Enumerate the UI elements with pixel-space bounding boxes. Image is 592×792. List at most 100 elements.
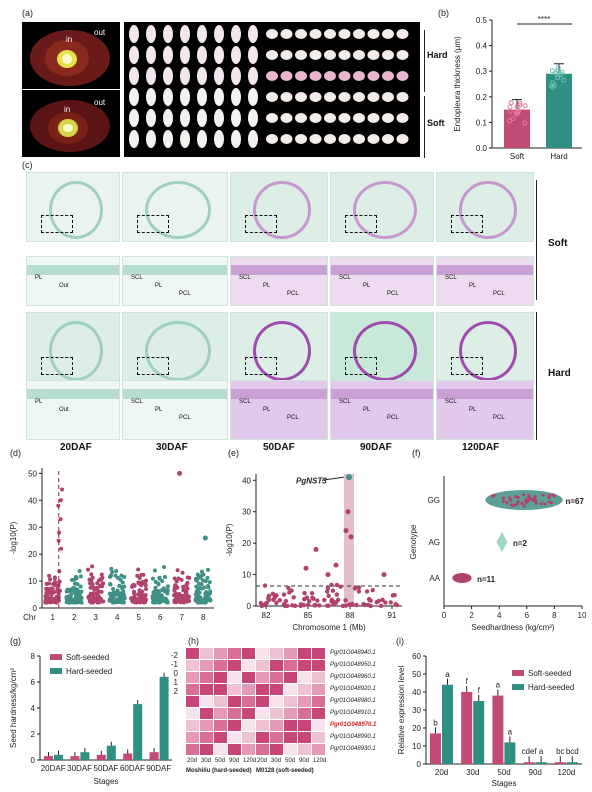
- seed: [367, 29, 380, 39]
- heatmap-cell: [284, 708, 297, 719]
- seed: [367, 113, 380, 123]
- snp-point: [154, 598, 159, 603]
- x-tick-label: 30d: [466, 768, 479, 777]
- tissue-annotation: Out: [59, 407, 69, 413]
- seed: [382, 92, 394, 102]
- data-point: [522, 120, 528, 126]
- micrograph-zoom: PL Out: [26, 256, 120, 306]
- snp-point: [334, 592, 340, 597]
- heatmap-cell: [214, 648, 227, 659]
- tissue-annotation: PCL: [179, 291, 191, 297]
- tissue-annotation: PL: [469, 283, 477, 289]
- bar-soft-seeded: [70, 756, 80, 760]
- heatmap-cell: [200, 672, 213, 683]
- panel-label-e: (e): [228, 448, 239, 458]
- snp-point: [312, 603, 317, 608]
- heatmap-cell: [214, 696, 227, 707]
- snp-point: [281, 602, 287, 607]
- heatmap-cell: [298, 696, 311, 707]
- stage-label-50daf: 50DAF: [263, 442, 295, 453]
- heatmap-cell: [242, 696, 255, 707]
- count-label: n=11: [477, 575, 496, 584]
- heatmap-cell: [298, 720, 311, 731]
- tissue-annotation: PCL: [493, 415, 505, 421]
- tissue-annotation: PL: [155, 283, 163, 289]
- chromosome-label: 2: [72, 613, 77, 622]
- column-label: 90d: [299, 758, 310, 764]
- snp-point: [152, 568, 157, 573]
- data-point: [508, 497, 512, 501]
- x-tick-label: 50d: [497, 768, 510, 777]
- snp-point: [185, 596, 190, 601]
- snp-point: [116, 599, 121, 604]
- heatmap-cell: [256, 708, 269, 719]
- seed: [129, 46, 139, 64]
- y-tick-label: 4: [31, 704, 36, 713]
- data-point: [548, 83, 554, 89]
- snp-point: [121, 589, 126, 594]
- data-point: [541, 493, 545, 497]
- seed: [280, 71, 293, 81]
- seed: [231, 130, 241, 148]
- column-label: 120d: [313, 758, 327, 764]
- snp-point: [165, 584, 170, 589]
- data-point: [516, 495, 520, 500]
- seed: [280, 92, 293, 102]
- bar-hard-seeded: [159, 676, 169, 760]
- significance-letter: a: [445, 670, 450, 679]
- chromosome-label: 1: [51, 613, 56, 622]
- heatmap-cell: [214, 720, 227, 731]
- snp-point: [77, 591, 82, 596]
- heatmap-cell: [284, 648, 297, 659]
- bar-soft-seeded: [461, 692, 473, 764]
- data-point: [506, 118, 512, 124]
- seed: [146, 88, 156, 106]
- snp-point: [136, 567, 141, 572]
- seed-ring: [49, 321, 103, 381]
- snp-point: [383, 600, 388, 605]
- seed: [295, 71, 307, 81]
- colorbar-tick: -2: [171, 651, 179, 660]
- tissue-annotation: PCL: [493, 291, 505, 297]
- seed: [309, 92, 322, 102]
- bar-hard-seeded: [54, 754, 63, 760]
- seed: [309, 134, 322, 144]
- snp-point: [99, 572, 104, 577]
- locus-zoom-plot: 0 10 20 30 40 82 85 88 91 -log10(P) Chromosome 1 (…: [225, 474, 402, 632]
- heatmap-cell: [242, 660, 255, 671]
- snp-point: [90, 575, 95, 580]
- snp-point: [101, 581, 106, 586]
- y-tick-label: 0.3: [476, 67, 488, 76]
- micrograph-section: [330, 172, 434, 242]
- snp-point: [156, 582, 161, 587]
- x-axis-label: Seedhardness (kg/cm²): [471, 623, 554, 632]
- annotation-arrow: [321, 476, 345, 481]
- tissue-band: [231, 265, 327, 275]
- tissue-band: [123, 265, 227, 275]
- seed: [338, 50, 351, 60]
- heatmap-cell: [298, 744, 311, 755]
- x-tick-label: 90DAF: [146, 764, 171, 773]
- snp-point: [203, 579, 208, 584]
- snp-point: [108, 573, 113, 578]
- data-point: [543, 502, 547, 506]
- snp-point: [208, 589, 213, 594]
- heatmap-cell: [186, 684, 199, 695]
- micrograph-zoom: SCL PL PCL: [122, 380, 228, 440]
- bar-hard-seeded: [133, 704, 143, 760]
- legend-swatch: [512, 684, 524, 690]
- snp-point: [343, 528, 349, 534]
- y-axis-label: Relative expression level: [397, 666, 406, 755]
- x-tick-label: 20DAF: [41, 764, 66, 773]
- snp-point: [122, 596, 127, 601]
- data-point: [531, 498, 535, 503]
- data-point: [501, 496, 506, 500]
- heatmap-cell: [256, 684, 269, 695]
- colorbar-tick: 2: [174, 687, 179, 696]
- heatmap-cell: [270, 708, 283, 719]
- snp-point: [317, 603, 322, 608]
- snp-point: [208, 598, 213, 603]
- seed-ring: [459, 321, 517, 381]
- count-label: n=67: [565, 497, 584, 506]
- snp-point: [90, 564, 95, 569]
